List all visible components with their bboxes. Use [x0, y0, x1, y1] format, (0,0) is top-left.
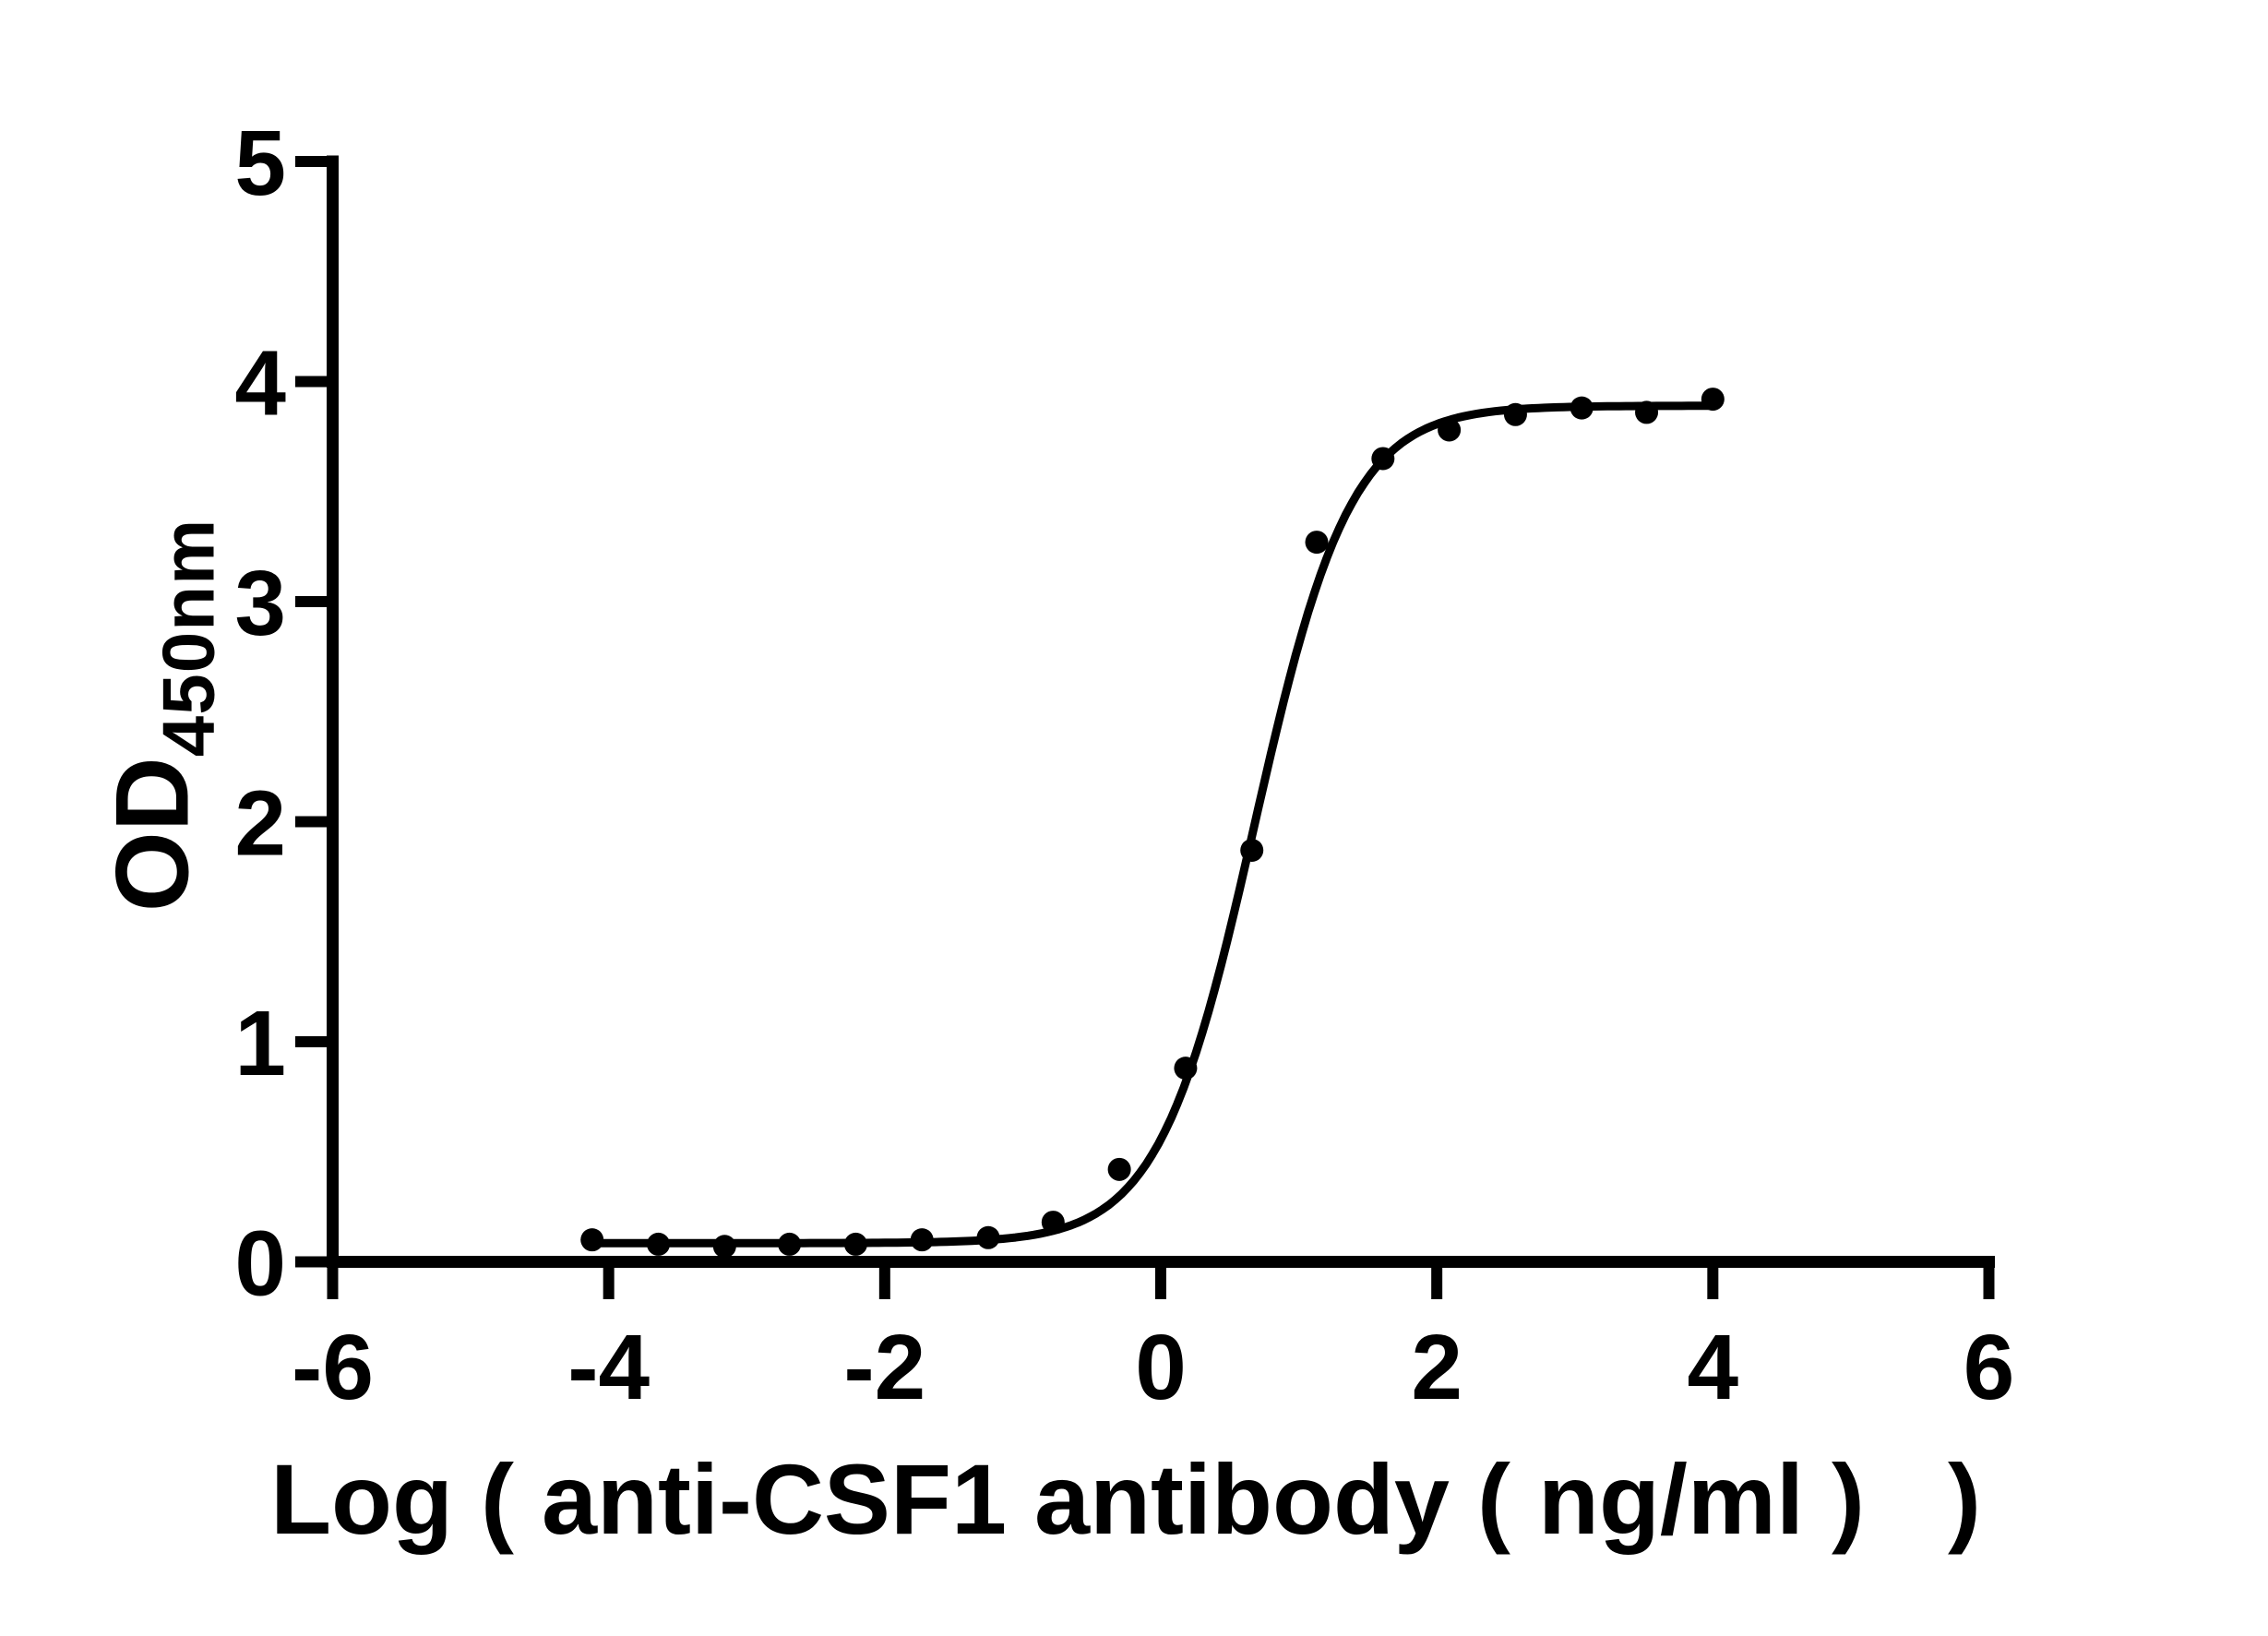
data-point: [712, 1235, 736, 1259]
data-point: [976, 1225, 1000, 1249]
y-axis-title: OD450nm: [93, 519, 230, 913]
data-point: [1041, 1211, 1065, 1235]
data-point: [910, 1228, 934, 1252]
y-tick-label: 4: [234, 332, 286, 436]
x-tick-label: 2: [1411, 1316, 1462, 1419]
y-tick-label: 5: [234, 112, 286, 215]
fit-curve: [588, 401, 1717, 1248]
x-tick-label: -4: [567, 1316, 650, 1419]
data-point: [1438, 418, 1462, 442]
data-point: [1107, 1157, 1131, 1181]
y-tick-label: 1: [234, 992, 286, 1095]
data-point: [580, 1228, 604, 1252]
data-point: [1570, 396, 1594, 420]
x-tick-label: 0: [1135, 1316, 1187, 1419]
data-point: [778, 1232, 802, 1256]
x-tick-label: -2: [843, 1316, 925, 1419]
y-tick-label: 0: [234, 1212, 286, 1316]
y-axis-title-subscript: 450nm: [147, 518, 230, 758]
data-point: [843, 1232, 867, 1256]
x-tick-label: 6: [1964, 1316, 2015, 1419]
data-point: [1371, 447, 1395, 471]
x-axis-title: Log ( anti-CSF1 antibody ( ng/ml ) ): [270, 1443, 1981, 1555]
y-tick-label: 3: [234, 552, 286, 655]
y-tick-label: 2: [234, 772, 286, 876]
data-point: [1240, 839, 1264, 863]
data-point: [1701, 388, 1725, 412]
data-point: [1305, 531, 1329, 555]
data-point: [1635, 400, 1659, 424]
data-point: [1503, 402, 1527, 426]
y-axis-title-main: OD: [94, 757, 210, 913]
data-point: [647, 1232, 671, 1256]
x-tick-label: -6: [292, 1316, 374, 1419]
data-point: [1174, 1057, 1198, 1081]
x-tick-label: 4: [1688, 1316, 1739, 1419]
